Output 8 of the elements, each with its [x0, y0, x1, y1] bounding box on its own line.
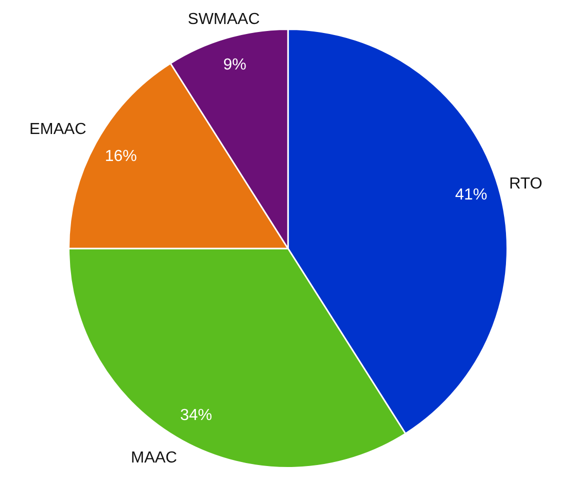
slice-label: MAAC: [130, 450, 178, 467]
data-label: 9%: [223, 56, 246, 74]
slice-label: RTO: [509, 176, 542, 193]
slice-label: EMAAC: [29, 121, 86, 138]
data-label: 41%: [455, 186, 488, 204]
slice-label: SWMAAC: [188, 10, 260, 28]
data-label: 16%: [104, 148, 137, 166]
data-label: 34%: [180, 407, 212, 424]
